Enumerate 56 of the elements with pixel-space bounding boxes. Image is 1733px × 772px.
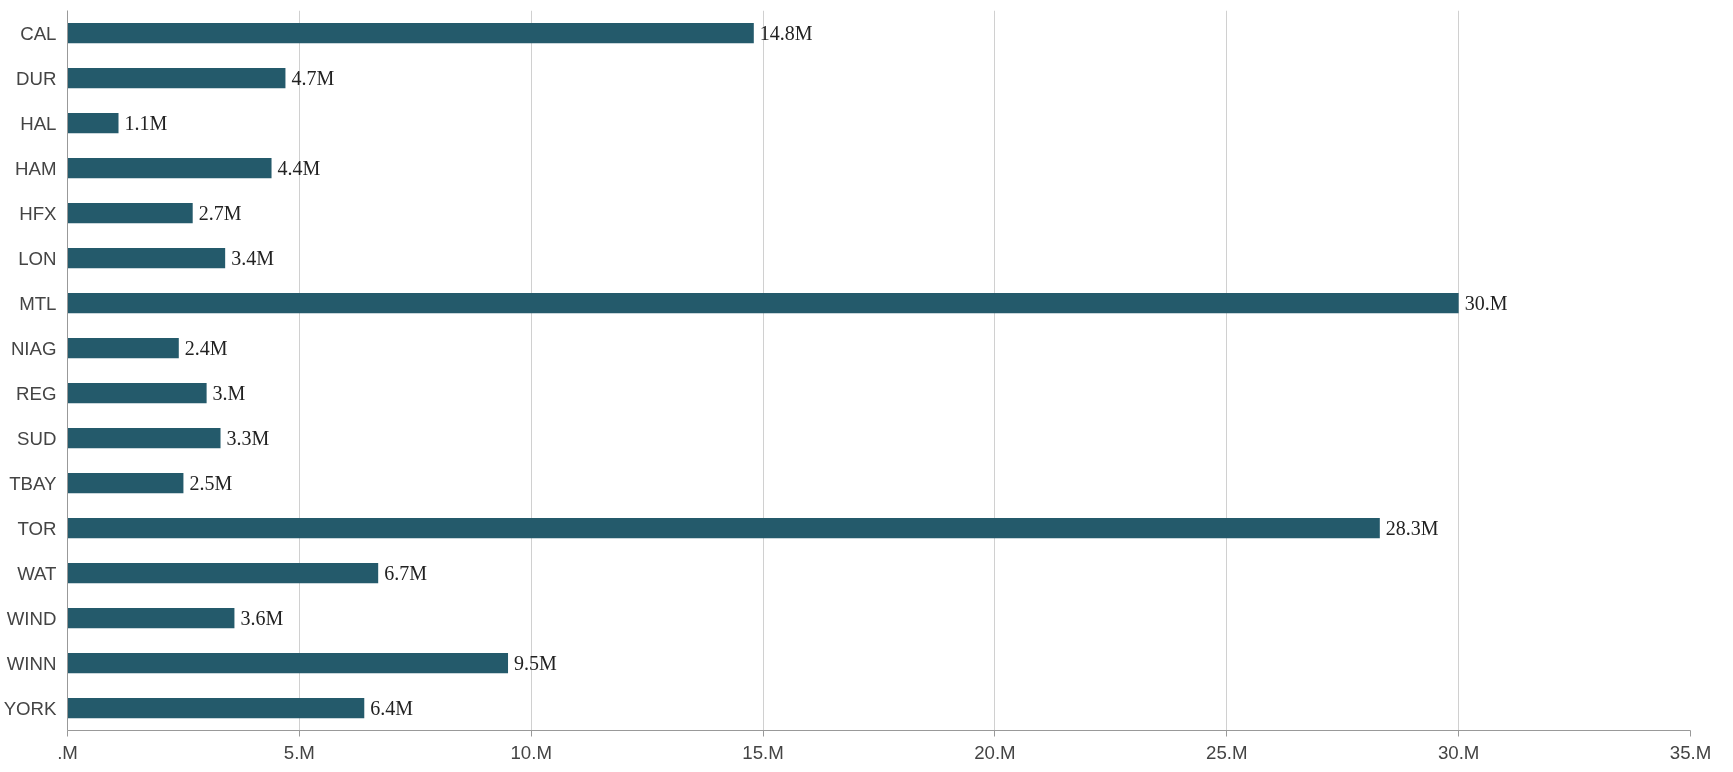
bar: [67, 202, 193, 224]
bar: [67, 427, 221, 449]
data-label: 30.M: [1464, 292, 1508, 314]
y-tick-label: YORK: [3, 697, 58, 719]
y-tick-label: LON: [18, 247, 57, 269]
bar: [67, 112, 119, 134]
y-tick-label: HFX: [19, 202, 58, 224]
data-label: 2.7M: [198, 202, 242, 224]
y-tick-label: TBAY: [9, 472, 58, 494]
data-label: 14.8M: [759, 22, 813, 44]
x-tick-label: 20.M: [974, 741, 1016, 763]
x-tick-label: 25.M: [1206, 741, 1248, 763]
x-tick-label: 5.M: [283, 741, 315, 763]
y-tick-label: DUR: [16, 67, 57, 89]
data-label: 9.5M: [514, 652, 558, 674]
y-tick-label: REG: [16, 382, 57, 404]
y-tick-label: MTL: [19, 292, 57, 314]
data-label: 3.M: [212, 382, 246, 404]
bar: [67, 337, 179, 359]
bar: [67, 22, 754, 44]
bar: [67, 472, 184, 494]
y-tick-label: HAM: [15, 157, 57, 179]
y-tick-label: NIAG: [10, 337, 57, 359]
data-label: 3.6M: [240, 607, 284, 629]
data-label: 6.7M: [384, 562, 428, 584]
y-tick-label: WIND: [6, 607, 57, 629]
data-label: 2.4M: [184, 337, 228, 359]
data-label: 3.3M: [226, 427, 270, 449]
y-tick-label: CAL: [20, 22, 57, 44]
bar: [67, 157, 272, 179]
x-tick-label: 35.M: [1669, 741, 1712, 763]
bar: [67, 67, 286, 89]
y-tick-label: SUD: [17, 427, 57, 449]
x-tick-label: .M: [57, 741, 78, 763]
data-label: 6.4M: [370, 697, 414, 719]
data-label: 4.4M: [277, 157, 321, 179]
y-tick-label: WINN: [6, 652, 57, 674]
bar: [67, 292, 1459, 314]
bar: [67, 607, 235, 629]
x-tick-label: 10.M: [510, 741, 552, 763]
y-tick-label: WAT: [17, 562, 57, 584]
bar: [67, 382, 207, 404]
bar: [67, 562, 379, 584]
bar: [67, 247, 226, 269]
data-label: 28.3M: [1385, 517, 1439, 539]
bar: [67, 517, 1380, 539]
x-tick-label: 30.M: [1437, 741, 1480, 763]
y-tick-label: TOR: [17, 517, 57, 539]
data-label: 1.1M: [124, 112, 168, 134]
data-label: 3.4M: [231, 247, 275, 269]
data-label: 2.5M: [189, 472, 233, 494]
bar: [67, 652, 509, 674]
x-tick-label: 15.M: [742, 741, 784, 763]
bar: [67, 697, 365, 719]
y-tick-label: HAL: [20, 112, 57, 134]
data-label: 4.7M: [291, 67, 335, 89]
